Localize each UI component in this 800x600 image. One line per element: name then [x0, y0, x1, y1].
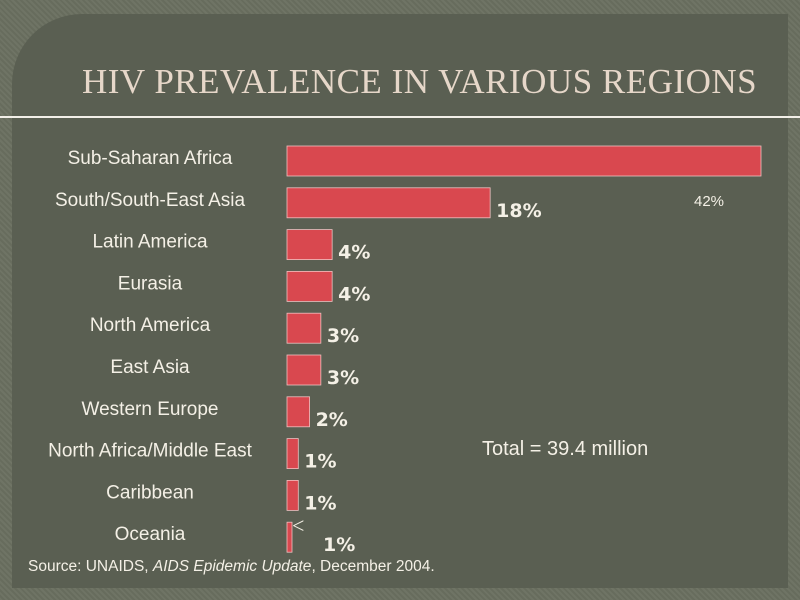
- total-note: Total = 39.4 million: [482, 438, 649, 460]
- bar-caribbean: [286, 479, 299, 511]
- category-label-oceania: Oceania: [115, 524, 186, 545]
- bar-north-america: [286, 312, 322, 344]
- slide-panel: [12, 14, 788, 588]
- bar-north-africa-middle-east: [286, 438, 299, 470]
- category-label-north-america: North America: [90, 315, 211, 336]
- category-label-caribbean: Caribbean: [106, 482, 194, 503]
- value-label-north-africa-middle-east: 1%: [304, 451, 336, 473]
- source-suffix: , December 2004.: [311, 558, 435, 575]
- bar-oceania: [286, 521, 293, 553]
- category-label-western-europe: Western Europe: [82, 399, 219, 420]
- source-publication: AIDS Epidemic Update: [152, 558, 312, 575]
- source-citation: Source: UNAIDS, AIDS Epidemic Update, De…: [28, 558, 435, 576]
- value-label-south-south-east-asia: 18%: [496, 200, 541, 222]
- category-label-sub-saharan-africa: Sub-Saharan Africa: [68, 148, 233, 169]
- bar-eurasia: [286, 270, 333, 302]
- value-label-latin-america: 4%: [338, 242, 370, 264]
- value-label-oceania: 1%: [323, 534, 355, 556]
- category-label-eurasia: Eurasia: [118, 273, 183, 294]
- sub-saharan-value-label: 42%: [694, 193, 725, 210]
- slide-title: HIV PREVALENCE IN VARIOUS REGIONS: [82, 62, 758, 101]
- category-label-north-africa-middle-east: North Africa/Middle East: [48, 441, 253, 462]
- category-label-latin-america: Latin America: [92, 232, 208, 253]
- value-label-western-europe: 2%: [316, 409, 348, 431]
- bar-latin-america: [286, 229, 333, 261]
- source-prefix: Source: UNAIDS,: [28, 558, 153, 575]
- bar-sub-saharan-africa: [286, 145, 762, 177]
- less-than-symbol: <: [292, 513, 305, 538]
- category-label-south-south-east-asia: South/South-East Asia: [55, 190, 246, 211]
- category-label-east-asia: East Asia: [110, 357, 190, 378]
- value-label-north-america: 3%: [327, 325, 359, 347]
- value-label-east-asia: 3%: [327, 367, 359, 389]
- bar-east-asia: [286, 354, 322, 386]
- title-divider: [0, 116, 800, 118]
- value-label-eurasia: 4%: [338, 283, 370, 305]
- bar-south-south-east-asia: [286, 187, 491, 219]
- bar-western-europe: [286, 396, 310, 428]
- value-label-caribbean: 1%: [304, 492, 336, 514]
